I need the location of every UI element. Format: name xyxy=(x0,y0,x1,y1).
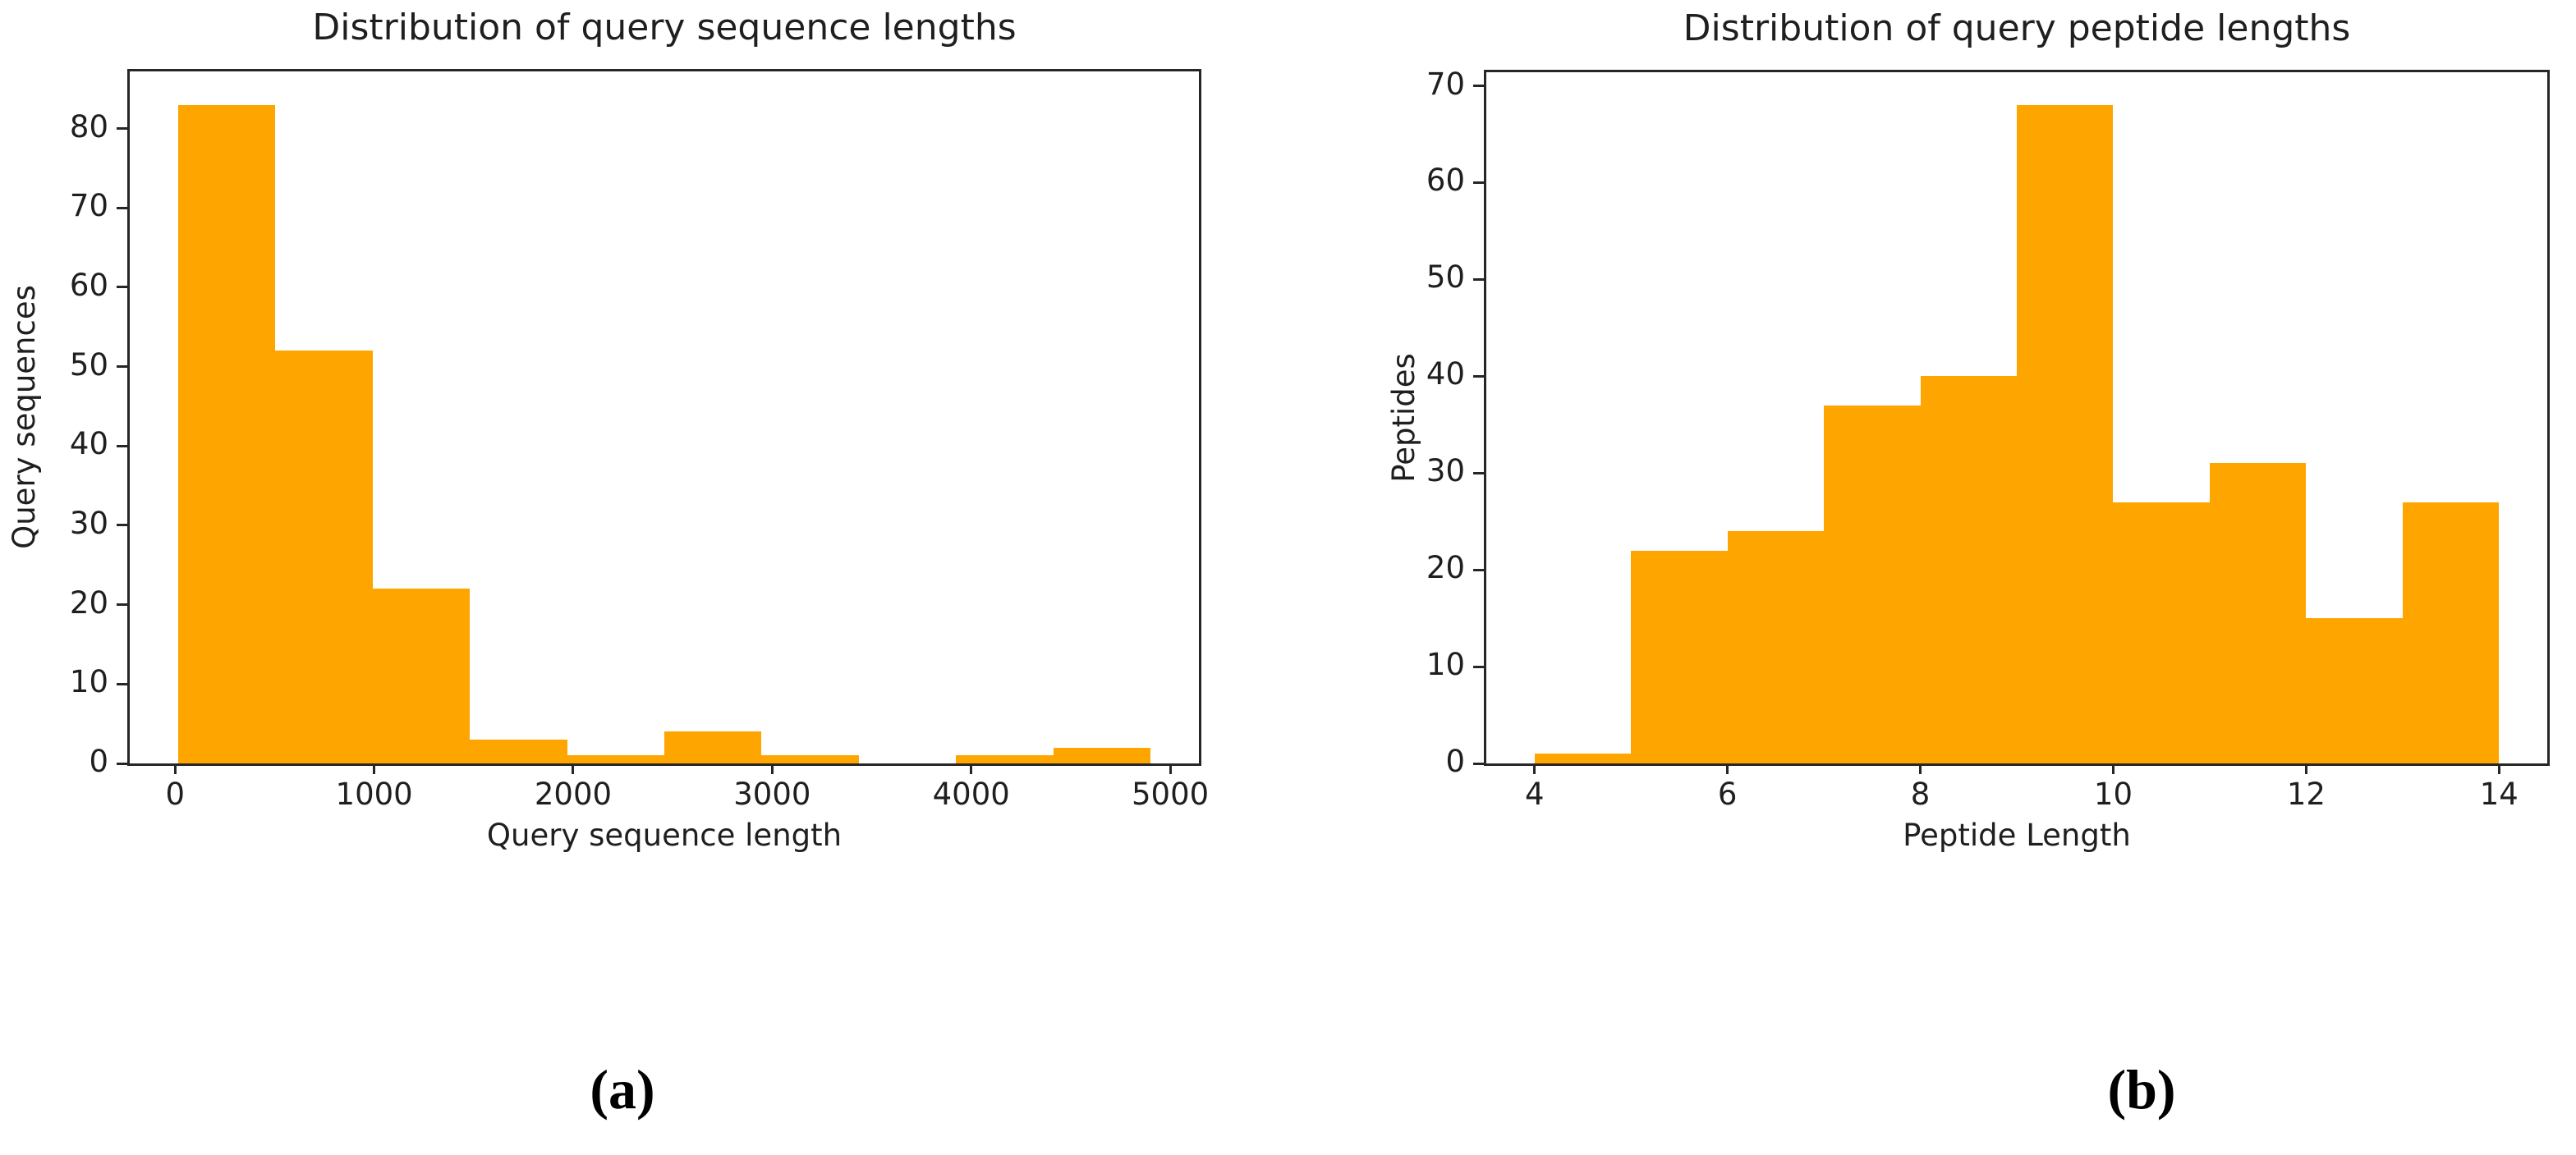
x-tick-mark xyxy=(2111,763,2115,774)
y-tick-label: 30 xyxy=(69,505,108,541)
x-tick-mark xyxy=(970,763,973,774)
chart-b-plot-area: 4 6 8 10 12 14 0 10 20 30 40 50 60 70 xyxy=(1426,66,2550,812)
chart-a-x-axis-label: Query sequence length xyxy=(486,818,843,853)
x-tick-label: 12 xyxy=(2286,777,2326,812)
histogram-bar xyxy=(1054,748,1150,763)
x-tick-mark xyxy=(572,763,575,774)
y-tick-label: 20 xyxy=(69,584,108,621)
x-tick-label: 1000 xyxy=(335,777,413,812)
y-tick-label: 70 xyxy=(69,188,108,224)
y-tick-mark xyxy=(117,762,127,765)
y-tick-mark xyxy=(1473,665,1484,668)
y-tick-mark xyxy=(117,603,127,607)
x-tick-mark xyxy=(2497,763,2500,774)
y-tick-label: 0 xyxy=(89,744,108,779)
subfigure-label-a: (a) xyxy=(590,1058,655,1121)
chart-a-plot-area: 0 1000 2000 3000 4000 5000 0 10 20 30 40 50 60 70 80 xyxy=(70,69,1209,812)
histogram-bar xyxy=(1728,531,1824,763)
x-tick-label: 10 xyxy=(2093,777,2133,812)
histogram-bar xyxy=(2210,463,2306,763)
y-tick-mark xyxy=(1473,181,1484,184)
y-tick-mark xyxy=(117,524,127,527)
y-tick-mark xyxy=(117,206,127,209)
y-tick-label: 80 xyxy=(69,108,108,144)
histogram-bar xyxy=(761,755,859,763)
histogram-bar xyxy=(956,755,1054,763)
y-tick-mark xyxy=(117,444,127,447)
y-tick-mark xyxy=(117,286,127,289)
x-tick-label: 6 xyxy=(1717,777,1738,812)
histogram-bar xyxy=(373,589,470,763)
x-tick-mark xyxy=(1726,763,1729,774)
x-tick-mark xyxy=(1533,763,1536,774)
histogram-bar xyxy=(1631,551,1728,763)
y-tick-mark xyxy=(117,127,127,131)
y-tick-mark xyxy=(1473,374,1484,378)
histogram-bar xyxy=(470,740,567,763)
histogram-bar xyxy=(664,731,761,763)
x-tick-label: 8 xyxy=(1910,777,1931,812)
x-tick-mark xyxy=(1169,763,1172,774)
y-tick-label: 50 xyxy=(1426,259,1465,296)
x-tick-label: 3000 xyxy=(733,777,811,812)
x-tick-mark xyxy=(373,763,376,774)
y-tick-mark xyxy=(1473,277,1484,281)
y-tick-label: 10 xyxy=(1426,647,1465,683)
histogram-bar xyxy=(2113,502,2210,763)
x-tick-label: 4 xyxy=(1524,777,1545,812)
histogram-bar xyxy=(567,755,664,763)
y-tick-label: 40 xyxy=(69,426,108,462)
x-tick-label: 2000 xyxy=(534,777,613,812)
y-tick-mark xyxy=(117,365,127,369)
x-tick-mark xyxy=(770,763,774,774)
histogram-bar xyxy=(1535,754,1631,763)
x-tick-label: 14 xyxy=(2479,777,2519,812)
y-tick-mark xyxy=(1473,762,1484,765)
y-tick-label: 70 xyxy=(1426,66,1465,102)
y-tick-label: 20 xyxy=(1426,550,1465,586)
subfigure-label-b: (b) xyxy=(2107,1058,2176,1121)
histogram-bar xyxy=(2306,618,2403,763)
y-tick-mark xyxy=(1473,471,1484,474)
x-tick-mark xyxy=(173,763,177,774)
histogram-bar xyxy=(275,351,373,763)
y-tick-label: 0 xyxy=(1445,744,1465,779)
chart-b-x-axis-label: Peptide Length xyxy=(1903,818,2131,853)
chart-b-y-axis-label: Peptides xyxy=(1386,353,1421,483)
y-tick-label: 30 xyxy=(1426,453,1465,489)
y-tick-mark xyxy=(1473,85,1484,87)
y-tick-label: 40 xyxy=(1426,356,1465,392)
chart-a-title: Distribution of query sequence lengths xyxy=(312,7,1017,48)
histogram-bar xyxy=(2017,105,2113,763)
histogram-bar xyxy=(1921,376,2017,763)
y-tick-label: 50 xyxy=(69,346,108,383)
x-tick-label: 0 xyxy=(165,777,186,812)
x-tick-label: 4000 xyxy=(932,777,1010,812)
x-tick-mark xyxy=(1919,763,1922,774)
y-tick-label: 60 xyxy=(69,267,108,303)
x-tick-label: 5000 xyxy=(1132,777,1210,812)
histogram-bar xyxy=(2403,502,2499,763)
y-tick-label: 10 xyxy=(69,664,108,700)
histogram-bar xyxy=(1824,406,1921,763)
chart-b-title: Distribution of query peptide lengths xyxy=(1683,7,2351,49)
histogram-bar xyxy=(178,105,275,763)
y-tick-mark xyxy=(1473,568,1484,571)
y-tick-label: 60 xyxy=(1426,163,1465,199)
y-tick-mark xyxy=(117,682,127,685)
x-tick-mark xyxy=(2304,763,2307,774)
